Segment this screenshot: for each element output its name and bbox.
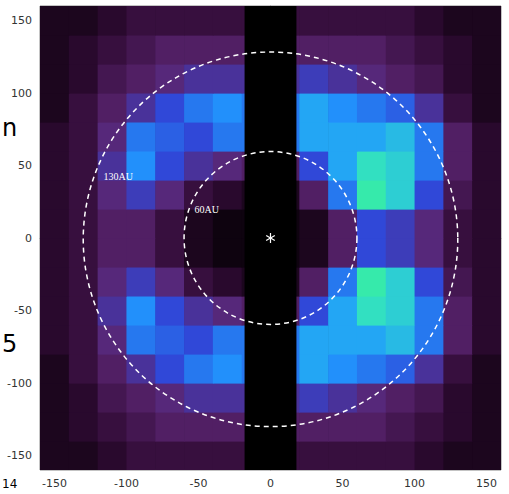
svg-text:n: n	[2, 114, 17, 142]
svg-text:50: 50	[336, 477, 350, 490]
svg-text:-150: -150	[7, 449, 32, 462]
svg-text:130AU: 130AU	[104, 171, 134, 182]
svg-text:60AU: 60AU	[195, 204, 220, 215]
svg-text:-100: -100	[7, 377, 32, 390]
svg-text:100: 100	[11, 87, 32, 100]
svg-text:14: 14	[2, 477, 17, 491]
svg-text:0: 0	[25, 232, 32, 245]
svg-text:-50: -50	[189, 477, 207, 490]
svg-text:-50: -50	[14, 304, 32, 317]
svg-text:-150: -150	[42, 477, 67, 490]
svg-text:5: 5	[2, 330, 17, 358]
svg-text:150: 150	[476, 477, 497, 490]
svg-text:100: 100	[404, 477, 425, 490]
svg-text:50: 50	[18, 159, 32, 172]
svg-text:0: 0	[267, 477, 274, 490]
svg-text:150: 150	[11, 14, 32, 27]
svg-text:-100: -100	[114, 477, 139, 490]
